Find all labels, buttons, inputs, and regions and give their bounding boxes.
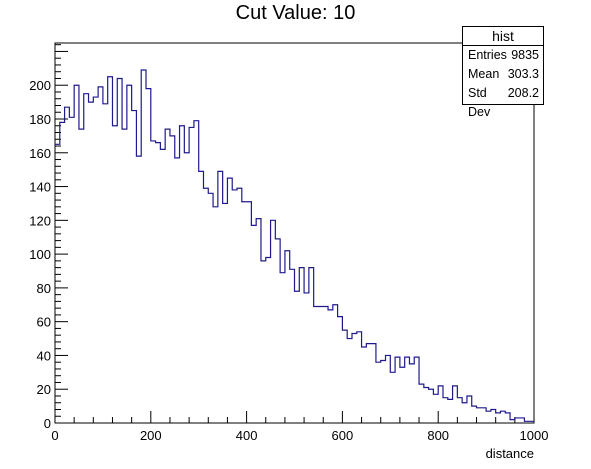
stats-label: Mean [468, 67, 500, 81]
x-axis: 0 200 400 600 800 1000 [51, 411, 548, 443]
y-tick-label: 180 [29, 112, 51, 127]
histogram-line [55, 69, 534, 422]
x-tick-label: 1000 [520, 428, 549, 443]
y-tick-label: 160 [29, 146, 51, 161]
stats-row-mean: Mean 303.3 [463, 65, 543, 84]
x-tick-label: 400 [236, 428, 258, 443]
x-tick-label: 200 [140, 428, 162, 443]
y-tick-label: 20 [37, 382, 51, 397]
x-axis-label: distance [486, 446, 534, 461]
stats-box-title: hist [463, 27, 543, 46]
x-tick-label: 800 [427, 428, 449, 443]
y-axis: 0 20 40 60 80 100 120 140 160 180 200 [29, 44, 68, 431]
stats-box: hist Entries 9835 Mean 303.3 Std Dev 208… [462, 26, 544, 119]
stats-label: Entries [468, 48, 507, 62]
y-tick-label: 140 [29, 180, 51, 195]
stats-row-stddev: Std Dev 208.2 [463, 84, 543, 119]
stats-value: 303.3 [507, 67, 539, 81]
stats-label: Std Dev [468, 86, 491, 119]
y-tick-label: 100 [29, 247, 51, 262]
x-tick-label: 0 [51, 428, 58, 443]
plot-frame [54, 42, 535, 424]
y-tick-label: 40 [37, 348, 51, 363]
stats-row-entries: Entries 9835 [463, 46, 543, 65]
x-tick-label: 600 [332, 428, 354, 443]
y-tick-label: 60 [37, 315, 51, 330]
y-tick-label: 80 [37, 281, 51, 296]
y-tick-label: 0 [44, 416, 51, 431]
stats-value: 208.2 [507, 86, 539, 100]
chart-title: Cut Value: 10 [235, 2, 356, 24]
y-tick-label: 200 [29, 78, 51, 93]
y-tick-label: 120 [29, 213, 51, 228]
stats-value: 9835 [511, 48, 539, 62]
